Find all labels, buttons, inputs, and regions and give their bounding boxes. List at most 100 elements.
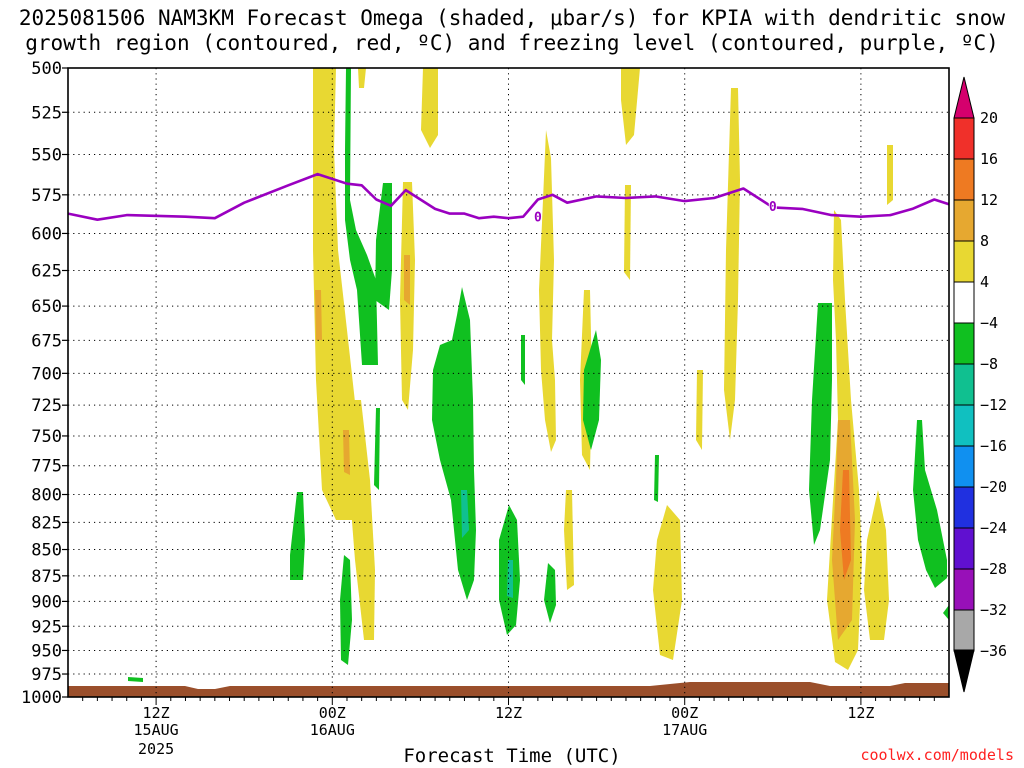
colorbar-tick-label: −4 bbox=[980, 314, 998, 332]
omega-area bbox=[507, 560, 513, 598]
y-tick-label: 950 bbox=[31, 641, 62, 661]
y-tick-label: 525 bbox=[31, 103, 62, 123]
omega-area bbox=[724, 88, 740, 440]
ground-area bbox=[68, 682, 949, 697]
chart-title-line1: 2025081506 NAM3KM Forecast Omega (shaded… bbox=[18, 6, 1006, 30]
x-date-label: 17AUG bbox=[662, 721, 707, 739]
omega-area bbox=[374, 408, 380, 490]
omega-area bbox=[564, 490, 574, 590]
colorbar-segment bbox=[953, 609, 975, 652]
omega-area bbox=[864, 490, 889, 640]
colorbar-segment bbox=[953, 568, 975, 611]
y-tick-label: 550 bbox=[31, 145, 62, 165]
omega-area bbox=[943, 605, 949, 620]
omega-area bbox=[621, 68, 640, 145]
omega-area bbox=[696, 370, 703, 450]
y-tick-label: 825 bbox=[31, 513, 62, 533]
omega-area bbox=[421, 68, 438, 148]
colorbar-segment bbox=[953, 527, 975, 570]
x-axis-title: Forecast Time (UTC) bbox=[403, 745, 621, 767]
colorbar-tick-label: −32 bbox=[980, 601, 1007, 619]
omega-area bbox=[840, 470, 851, 580]
y-axis: 500 525 550 575 600 625 650 675 700 725 750 775 800 8… bbox=[21, 59, 68, 708]
freezing-level-contour: 00 bbox=[68, 172, 949, 226]
colorbar-segment bbox=[953, 322, 975, 365]
y-tick-label: 500 bbox=[31, 59, 62, 79]
freezing-level-label: 0 bbox=[769, 200, 777, 215]
omega-area bbox=[539, 130, 556, 452]
colorbar-tick-label: 12 bbox=[980, 191, 998, 209]
omega-area bbox=[345, 68, 378, 365]
colorbar-segment bbox=[953, 199, 975, 242]
colorbar-tick-label: −20 bbox=[980, 478, 1007, 496]
colorbar-segment bbox=[953, 649, 975, 693]
y-tick-label: 625 bbox=[31, 261, 62, 281]
omega-area bbox=[583, 330, 601, 450]
colorbar-tick-label: −36 bbox=[980, 642, 1007, 660]
omega-area bbox=[358, 68, 366, 88]
x-date-label: 16AUG bbox=[310, 721, 355, 739]
x-year-label: 2025 bbox=[138, 740, 174, 758]
x-tick-label: 00Z bbox=[319, 704, 346, 722]
omega-area bbox=[340, 555, 352, 665]
y-tick-label: 900 bbox=[31, 592, 62, 612]
contour-label-bg bbox=[768, 198, 777, 212]
omega-area bbox=[432, 287, 476, 600]
omega-area bbox=[653, 505, 682, 660]
omega-area bbox=[809, 303, 832, 545]
y-tick-label: 1000 bbox=[21, 688, 62, 708]
omega-area bbox=[346, 400, 375, 640]
colorbar-segment bbox=[953, 445, 975, 488]
colorbar-segment bbox=[953, 281, 975, 324]
colorbar-segment bbox=[953, 117, 975, 160]
colorbar-tick-label: −16 bbox=[980, 437, 1007, 455]
omega-area bbox=[544, 563, 556, 623]
colorbar-tick-label: −28 bbox=[980, 560, 1007, 578]
contour-label-bg bbox=[533, 209, 542, 223]
y-tick-label: 800 bbox=[31, 486, 62, 506]
omega-area bbox=[624, 185, 631, 280]
chart-title-line2: growth region (contoured, red, ºC) and f… bbox=[25, 31, 999, 55]
y-tick-label: 725 bbox=[31, 396, 62, 416]
x-date-label: 15AUG bbox=[134, 721, 179, 739]
terrain-fill bbox=[68, 682, 949, 697]
omega-area bbox=[521, 335, 525, 385]
colorbar-tick-label: −12 bbox=[980, 396, 1007, 414]
y-tick-label: 975 bbox=[31, 665, 62, 685]
omega-area bbox=[343, 430, 350, 475]
omega-shading bbox=[128, 68, 949, 682]
colorbar-segment bbox=[953, 404, 975, 447]
y-tick-label: 750 bbox=[31, 427, 62, 447]
credit-text: coolwx.com/models bbox=[860, 746, 1014, 764]
omega-area bbox=[913, 420, 947, 588]
omega-area bbox=[290, 492, 305, 580]
x-tick-label: 12Z bbox=[495, 704, 522, 722]
omega-area bbox=[461, 490, 469, 538]
omega-area bbox=[404, 255, 410, 305]
y-tick-label: 875 bbox=[31, 567, 62, 587]
colorbar-segment bbox=[953, 158, 975, 201]
x-tick-label: 00Z bbox=[671, 704, 698, 722]
colorbar-segment bbox=[953, 363, 975, 406]
colorbar-segment bbox=[953, 240, 975, 283]
grid bbox=[68, 68, 949, 697]
colorbar-segment bbox=[953, 486, 975, 529]
colorbar-tick-label: 4 bbox=[980, 273, 989, 291]
omega-area bbox=[654, 455, 659, 502]
freezing-level-label: 0 bbox=[534, 211, 542, 226]
x-tick-label: 12Z bbox=[847, 704, 874, 722]
freezing-level-line bbox=[68, 172, 949, 221]
x-tick-label: 12Z bbox=[143, 704, 170, 722]
colorbar-tick-label: 20 bbox=[980, 109, 998, 127]
omega-area bbox=[887, 145, 893, 205]
omega-area bbox=[375, 183, 392, 310]
y-tick-label: 675 bbox=[31, 331, 62, 351]
colorbar-tick-label: 8 bbox=[980, 232, 989, 250]
omega-area bbox=[128, 677, 143, 682]
y-tick-label: 575 bbox=[31, 186, 62, 206]
colorbar-tick-label: −8 bbox=[980, 355, 998, 373]
colorbar-segment bbox=[953, 76, 975, 119]
omega-area bbox=[315, 290, 322, 340]
